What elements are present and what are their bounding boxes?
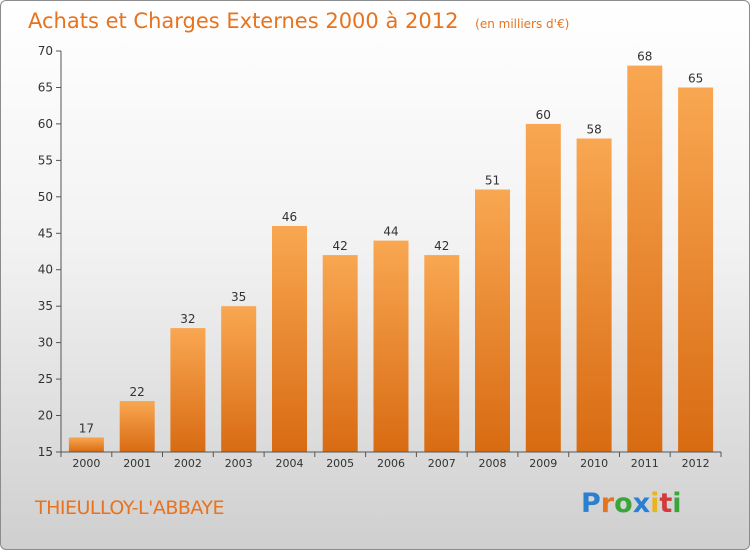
bar-2004 bbox=[272, 226, 307, 452]
data-label-2006: 44 bbox=[383, 225, 398, 239]
y-tick-label-45: 45 bbox=[38, 226, 53, 240]
chart-subtitle: (en milliers d'€) bbox=[475, 17, 570, 31]
data-label-2012: 65 bbox=[688, 72, 703, 86]
bar-2002 bbox=[170, 328, 206, 452]
logo-letter: i bbox=[672, 488, 682, 519]
y-tick-label-40: 40 bbox=[38, 263, 53, 277]
data-label-2001: 22 bbox=[130, 385, 145, 399]
bar-2010 bbox=[576, 138, 612, 452]
y-tick-label-70: 70 bbox=[38, 44, 53, 58]
data-label-2010: 58 bbox=[586, 123, 601, 137]
logo-letter: t bbox=[659, 488, 673, 519]
data-label-2003: 35 bbox=[231, 290, 246, 304]
data-label-2002: 32 bbox=[180, 312, 195, 326]
x-tick-label-2003: 2003 bbox=[225, 457, 253, 470]
x-tick-label-2001: 2001 bbox=[123, 457, 151, 470]
bar-2007 bbox=[424, 255, 460, 452]
y-tick-label-25: 25 bbox=[38, 372, 53, 386]
y-tick-label-55: 55 bbox=[38, 153, 53, 167]
data-label-2009: 60 bbox=[536, 108, 551, 122]
bar-2008 bbox=[475, 189, 510, 452]
y-tick-label-30: 30 bbox=[38, 336, 53, 350]
chart-title: Achats et Charges Externes 2000 à 2012 (… bbox=[28, 9, 569, 33]
y-tick-label-65: 65 bbox=[38, 81, 53, 95]
x-tick-label-2011: 2011 bbox=[631, 457, 659, 470]
data-label-2011: 68 bbox=[637, 50, 652, 64]
x-tick-label-2006: 2006 bbox=[377, 457, 405, 470]
y-tick-label-35: 35 bbox=[38, 299, 53, 313]
logo-letter: x bbox=[632, 488, 651, 519]
bar-2001 bbox=[119, 401, 155, 452]
logo-letter: P bbox=[581, 488, 601, 519]
x-tick-label-2002: 2002 bbox=[174, 457, 202, 470]
bar-2009 bbox=[525, 123, 561, 453]
bar-2006 bbox=[373, 240, 409, 452]
location-label: THIEULLOY-L'ABBAYE bbox=[35, 497, 225, 519]
x-tick-label-2010: 2010 bbox=[580, 457, 608, 470]
data-label-2007: 42 bbox=[434, 239, 449, 253]
x-tick-label-2005: 2005 bbox=[326, 457, 354, 470]
y-tick-label-50: 50 bbox=[38, 190, 53, 204]
bar-2005 bbox=[322, 255, 358, 452]
x-tick-label-2004: 2004 bbox=[276, 457, 304, 470]
data-label-2000: 17 bbox=[79, 421, 94, 435]
x-tick-label-2009: 2009 bbox=[529, 457, 557, 470]
data-label-2005: 42 bbox=[333, 239, 348, 253]
y-tick-label-60: 60 bbox=[38, 117, 53, 131]
bar-2003 bbox=[221, 306, 257, 452]
logo-letter: r bbox=[600, 488, 615, 519]
proxiti-logo: Proxiti bbox=[581, 488, 682, 519]
chart-title-text: Achats et Charges Externes 2000 à 2012 bbox=[28, 9, 459, 33]
logo-letter: o bbox=[614, 488, 633, 519]
x-tick-label-2000: 2000 bbox=[72, 457, 100, 470]
data-label-2004: 46 bbox=[282, 210, 297, 224]
y-tick-label-20: 20 bbox=[38, 409, 53, 423]
bar-2000 bbox=[68, 437, 104, 452]
x-tick-label-2012: 2012 bbox=[682, 457, 710, 470]
bar-2012 bbox=[678, 87, 714, 452]
logo-letter: i bbox=[650, 488, 660, 519]
x-tick-label-2008: 2008 bbox=[479, 457, 507, 470]
x-tick-label-2007: 2007 bbox=[428, 457, 456, 470]
data-label-2008: 51 bbox=[485, 174, 500, 188]
y-tick-label-15: 15 bbox=[38, 445, 53, 459]
bar-2011 bbox=[627, 65, 663, 452]
